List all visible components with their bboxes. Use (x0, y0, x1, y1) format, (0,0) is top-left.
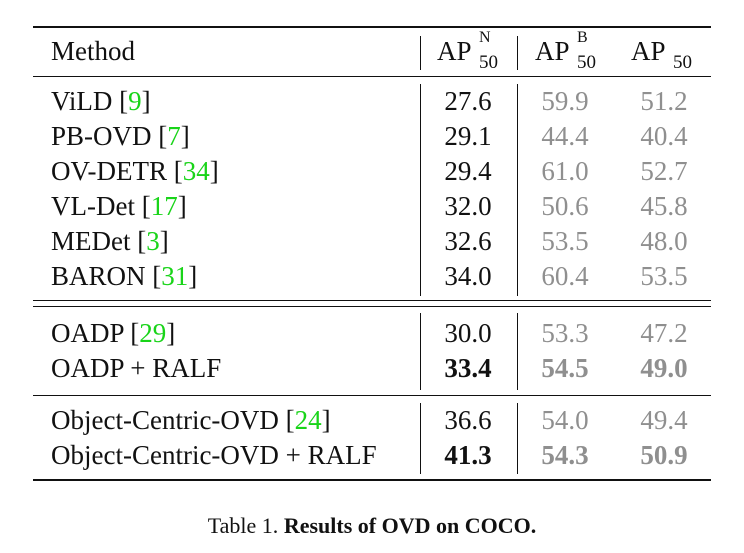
ap-base-value: 54.0 (541, 405, 589, 435)
bottom-rule (33, 479, 711, 481)
method-name: OV-DETR [34] (51, 156, 219, 186)
ap-base-value: 60.4 (541, 261, 589, 291)
method-name: MEDet [3] (51, 226, 169, 256)
group-rule (33, 395, 711, 396)
ap-base-value: 44.4 (541, 121, 589, 151)
ap-novel-value: 30.0 (444, 318, 492, 348)
method-name: Object-Centric-OVD + RALF (51, 440, 377, 470)
vrule-left-g3 (420, 403, 421, 474)
ap-all-value: 50.9 (640, 440, 688, 470)
top-rule (33, 26, 711, 28)
ap-all-value: 51.2 (640, 86, 688, 116)
method-label: BARON (51, 261, 146, 291)
method-label: Object-Centric-OVD (51, 405, 279, 435)
citation-link[interactable]: 24 (294, 405, 322, 435)
double-rule-bottom (33, 306, 711, 307)
citation-link[interactable]: 29 (139, 318, 167, 348)
vrule-left-g1 (420, 84, 421, 296)
ap-all-value: 40.4 (640, 121, 688, 151)
ap-base-value: 54.5 (541, 353, 589, 383)
citation: [34] (167, 156, 219, 186)
ap-base-value: 53.3 (541, 318, 589, 348)
citation-link[interactable]: 9 (128, 86, 142, 116)
ap-all-value: 49.4 (640, 405, 688, 435)
ap-base-value: 61.0 (541, 156, 589, 186)
ap-novel-value: 33.4 (444, 353, 492, 383)
method-label: OADP (51, 318, 124, 348)
ap-base-value: 50.6 (541, 191, 589, 221)
method-label: MEDet (51, 226, 131, 256)
method-label: ViLD (51, 86, 113, 116)
citation: [31] (145, 261, 198, 291)
header-ap-all: AP 50 (631, 36, 692, 73)
ap-base-value: 59.9 (541, 86, 589, 116)
ap-novel-value: 29.4 (444, 156, 492, 186)
citation: [7] (151, 121, 190, 151)
method-name: OADP [29] (51, 318, 175, 348)
citation: [3] (130, 226, 169, 256)
ap-all-value: 45.8 (640, 191, 688, 221)
citation: [9] (112, 86, 151, 116)
ap-novel-value: 32.0 (444, 191, 492, 221)
citation-link[interactable]: 17 (150, 191, 178, 221)
ap-novel-value: 34.0 (444, 261, 492, 291)
header-method: Method (51, 36, 135, 66)
method-name: ViLD [9] (51, 86, 151, 116)
caption-prefix: Table 1. (207, 513, 279, 538)
ap-base-value: 53.5 (541, 226, 589, 256)
ap-novel-value: 32.6 (444, 226, 492, 256)
method-label: OADP + RALF (51, 353, 222, 383)
ap-base-value: 54.3 (541, 440, 589, 470)
ap-all-value: 52.7 (640, 156, 688, 186)
method-name: BARON [31] (51, 261, 197, 291)
method-label: Object-Centric-OVD + RALF (51, 440, 377, 470)
caption-title: Results of OVD on COCO. (283, 513, 537, 538)
header-rule (33, 76, 711, 77)
ap-all-value: 53.5 (640, 261, 688, 291)
ap-novel-value: 29.1 (444, 121, 492, 151)
citation-link[interactable]: 34 (182, 156, 210, 186)
method-name: PB-OVD [7] (51, 121, 190, 151)
vrule-left-header (420, 36, 421, 70)
vrule-left-g2 (420, 313, 421, 390)
method-label: OV-DETR (51, 156, 168, 186)
citation-link[interactable]: 31 (161, 261, 189, 291)
citation-link[interactable]: 7 (167, 121, 181, 151)
vrule-right-g2 (517, 313, 518, 390)
method-name: Object-Centric-OVD [24] (51, 405, 331, 435)
method-label: PB-OVD (51, 121, 152, 151)
method-name: OADP + RALF (51, 353, 221, 383)
vrule-right-header (517, 36, 518, 70)
ap-all-value: 47.2 (640, 318, 688, 348)
method-name: VL-Det [17] (51, 191, 187, 221)
ap-all-value: 48.0 (640, 226, 688, 256)
header-ap-novel: AP N 50 (437, 29, 498, 73)
citation: [24] (278, 405, 331, 435)
citation: [17] (134, 191, 187, 221)
double-rule-top (33, 300, 711, 301)
vrule-right-g3 (517, 403, 518, 474)
vrule-right-g1 (517, 84, 518, 296)
header-ap-base: AP B 50 (535, 29, 596, 73)
table-caption: Table 1. Results of OVD on COCO. (0, 513, 744, 539)
citation-link[interactable]: 3 (146, 226, 160, 256)
ap-novel-value: 27.6 (444, 86, 492, 116)
method-label: VL-Det (51, 191, 135, 221)
ap-novel-value: 36.6 (444, 405, 492, 435)
ap-all-value: 49.0 (640, 353, 688, 383)
ap-novel-value: 41.3 (444, 440, 492, 470)
citation: [29] (123, 318, 176, 348)
